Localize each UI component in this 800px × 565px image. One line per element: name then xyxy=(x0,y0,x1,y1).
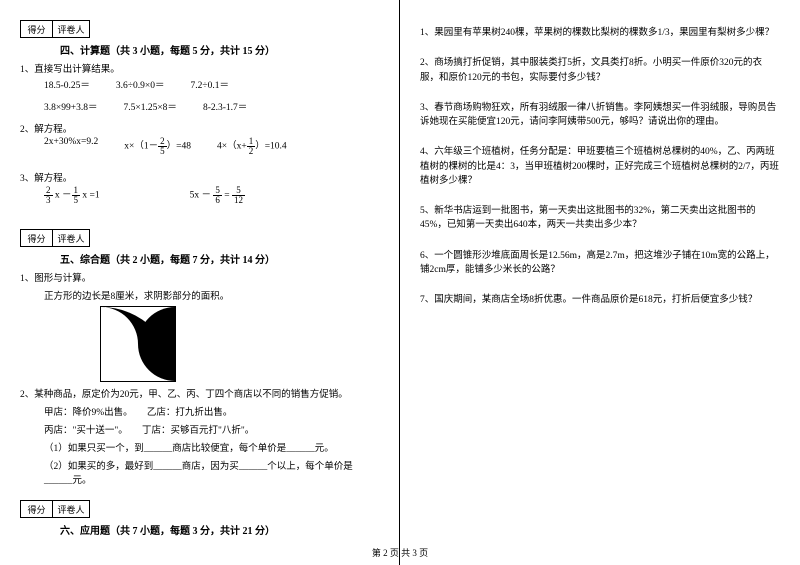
sec5-q2: 2、某种商品，原定价为20元，甲、乙、丙、丁四个商店以不同的销售方促销。 xyxy=(20,386,379,400)
den: 3 xyxy=(44,196,53,205)
geometry-figure xyxy=(100,306,176,382)
txt: ）=48 xyxy=(167,142,191,152)
den: 2 xyxy=(247,147,256,156)
app-q4: 4、六年级三个班植树，任务分配是：甲班要植三个班植树总棵树的40%，乙、丙两班植… xyxy=(420,145,780,188)
fraction: 12 xyxy=(247,137,256,156)
section4-title: 四、计算题（共 3 小题，每题 5 分，共计 15 分） xyxy=(60,42,379,57)
score-box-sec5: 得分 评卷人 xyxy=(20,229,379,247)
sec4-q3-row: 23 x －15 x =1 5x － 56 = 512 xyxy=(44,186,379,205)
page-footer: 第 2 页 共 3 页 xyxy=(0,546,800,559)
sec5-q2d: （2）如果买的多，最好到______商店，因为买______个以上，每个单价是_… xyxy=(44,458,379,486)
txt: 5x － xyxy=(190,191,214,201)
sec4-q3: 3、解方程。 xyxy=(20,170,379,184)
sec4-q1-row2: 3.8×99+3.8＝ 7.5×1.25×8＝ 8-2.3-1.7＝ xyxy=(44,99,379,113)
fraction: 25 xyxy=(158,137,167,156)
score-label: 得分 xyxy=(20,20,52,38)
sec4-q1-row1: 18.5-0.25＝ 3.6÷0.9×0＝ 7.2÷0.1＝ xyxy=(44,77,379,91)
reviewer-label: 评卷人 xyxy=(52,229,90,247)
sec5-q2c: （1）如果只买一个，到______商店比较便宜，每个单价是______元。 xyxy=(44,440,379,454)
den: 5 xyxy=(72,196,81,205)
eq: x×（1－25）=48 xyxy=(124,137,191,156)
score-box-sec6: 得分 评卷人 xyxy=(20,500,379,518)
app-q3: 3、春节商场购物狂欢，所有羽绒服一律八折销售。李阿姨想买一件羽绒服，导购员告诉她… xyxy=(420,101,780,130)
eq: 7.5×1.25×8＝ xyxy=(123,99,176,113)
sec5-q1: 1、图形与计算。 xyxy=(20,270,379,284)
txt: x － xyxy=(53,191,72,201)
den: 12 xyxy=(232,196,245,205)
fraction: 56 xyxy=(213,186,222,205)
txt: = xyxy=(222,191,232,201)
den: 6 xyxy=(213,196,222,205)
eq: 3.8×99+3.8＝ xyxy=(44,99,97,113)
app-q1: 1、果园里有苹果树240棵，苹果树的棵数比梨树的棵数多1/3，果园里有梨树多少棵… xyxy=(420,26,780,40)
right-column: 1、果园里有苹果树240棵，苹果树的棵数比梨树的棵数多1/3，果园里有梨树多少棵… xyxy=(400,0,800,565)
sec5-q2b: 丙店："买十送一"。 丁店：买够百元打"八折"。 xyxy=(44,422,379,436)
leaf-shape-icon xyxy=(101,307,175,381)
reviewer-label: 评卷人 xyxy=(52,20,90,38)
txt: x×（1－ xyxy=(124,142,158,152)
score-box-sec4: 得分 评卷人 xyxy=(20,20,379,38)
sec5-q1-sub: 正方形的边长是8厘米，求阴影部分的面积。 xyxy=(44,288,379,302)
reviewer-label: 评卷人 xyxy=(52,500,90,518)
app-q7: 7、国庆期间，某商店全场8折优惠。一件商品原价是618元，打折后便宜多少钱？ xyxy=(420,293,780,307)
sec4-q2: 2、解方程。 xyxy=(20,121,379,135)
fraction: 15 xyxy=(72,186,81,205)
left-column: 得分 评卷人 四、计算题（共 3 小题，每题 5 分，共计 15 分） 1、直接… xyxy=(0,0,400,565)
score-label: 得分 xyxy=(20,229,52,247)
section5-title: 五、综合题（共 2 小题，每题 7 分，共计 14 分） xyxy=(60,251,379,266)
sec5-q2a: 甲店：降价9%出售。 乙店：打九折出售。 xyxy=(44,404,379,418)
eq: 4×（x+12）=10.4 xyxy=(217,137,287,156)
eq: 23 x －15 x =1 xyxy=(44,186,100,205)
app-q6: 6、一个圆锥形沙堆底面周长是12.56m，高是2.7m，把这堆沙子铺在10m宽的… xyxy=(420,249,780,278)
sec4-q2-row: 2x+30%x=9.2 x×（1－25）=48 4×（x+12）=10.4 xyxy=(44,137,379,156)
fraction: 512 xyxy=(232,186,245,205)
eq: 2x+30%x=9.2 xyxy=(44,137,98,156)
eq: 18.5-0.25＝ xyxy=(44,77,90,91)
sec4-q1: 1、直接写出计算结果。 xyxy=(20,61,379,75)
eq: 5x － 56 = 512 xyxy=(190,186,245,205)
den: 5 xyxy=(158,147,167,156)
eq: 7.2÷0.1＝ xyxy=(191,77,229,91)
app-q2: 2、商场搞打折促销，其中服装类打5折，文具类打8折。小明买一件原价320元的衣服… xyxy=(420,56,780,85)
txt: 4×（x+ xyxy=(217,142,247,152)
eq: 8-2.3-1.7＝ xyxy=(203,99,247,113)
txt: ）=10.4 xyxy=(255,142,286,152)
txt: x =1 xyxy=(80,191,100,201)
app-q5: 5、新华书店运到一批图书，第一天卖出这批图书的32%，第二天卖出这批图书的45%… xyxy=(420,204,780,233)
score-label: 得分 xyxy=(20,500,52,518)
eq: 3.6÷0.9×0＝ xyxy=(116,77,165,91)
fraction: 23 xyxy=(44,186,53,205)
section6-title: 六、应用题（共 7 小题，每题 3 分，共计 21 分） xyxy=(60,522,379,537)
